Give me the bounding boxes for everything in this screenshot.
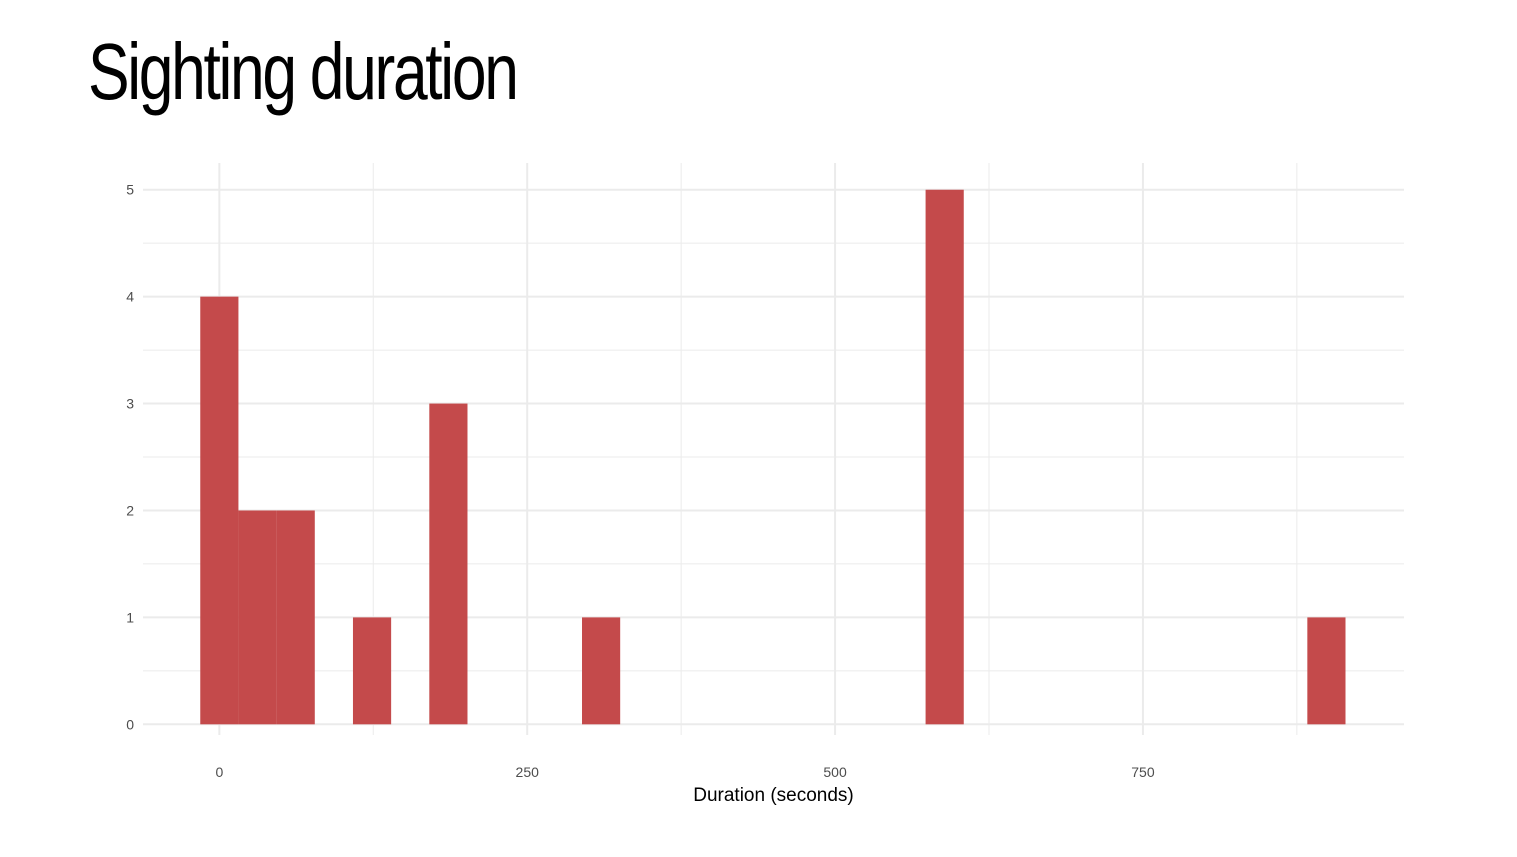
histogram-bar: [429, 403, 468, 725]
y-tick-label: 0: [126, 716, 134, 732]
y-tick-label: 4: [126, 289, 134, 305]
histogram-bar: [200, 296, 239, 725]
histogram-bar: [276, 510, 315, 725]
y-axis-ticks: 0 1 2 3 4 5: [126, 182, 134, 733]
major-gridlines: [143, 163, 1404, 735]
histogram-bar: [582, 617, 621, 725]
y-tick-label: 2: [126, 502, 134, 518]
y-tick-label: 1: [126, 609, 134, 625]
histogram-bar: [925, 189, 964, 725]
y-tick-label: 3: [126, 396, 134, 412]
minor-gridlines: [143, 163, 1404, 735]
chart-title: Sighting duration: [88, 27, 519, 116]
x-axis-ticks: 0 250 500 750: [215, 764, 1154, 780]
x-axis-label: Duration (seconds): [693, 785, 854, 806]
x-tick-label: 250: [516, 764, 540, 780]
histogram-bar: [238, 510, 277, 725]
histogram-bar: [352, 617, 392, 725]
x-tick-label: 750: [1131, 764, 1155, 780]
y-tick-label: 5: [126, 182, 134, 198]
histogram-bars: [200, 189, 1346, 725]
x-tick-label: 0: [215, 764, 223, 780]
histogram-bar: [1307, 617, 1346, 725]
x-tick-label: 500: [823, 764, 847, 780]
